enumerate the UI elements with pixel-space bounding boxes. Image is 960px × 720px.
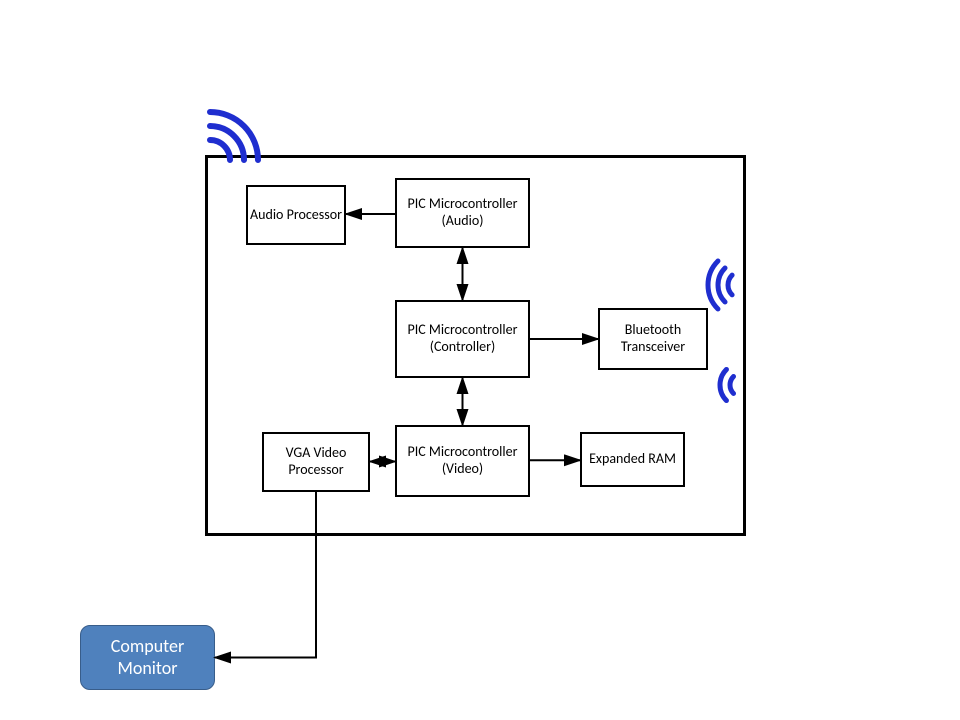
connections-layer	[0, 0, 960, 720]
diagram-stage: Audio Processor PIC Microcontroller (Aud…	[0, 0, 960, 720]
